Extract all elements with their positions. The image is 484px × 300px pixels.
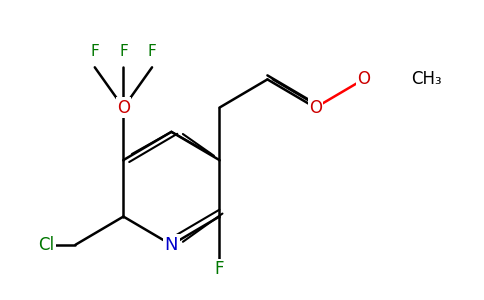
Text: F: F <box>148 44 156 59</box>
Text: O: O <box>357 70 370 88</box>
Text: F: F <box>119 44 128 59</box>
Text: F: F <box>91 44 99 59</box>
Text: Cl: Cl <box>38 236 54 254</box>
Text: F: F <box>215 260 224 278</box>
Text: O: O <box>117 99 130 117</box>
Text: O: O <box>309 99 322 117</box>
Text: N: N <box>165 236 178 254</box>
Text: CH₃: CH₃ <box>411 70 442 88</box>
